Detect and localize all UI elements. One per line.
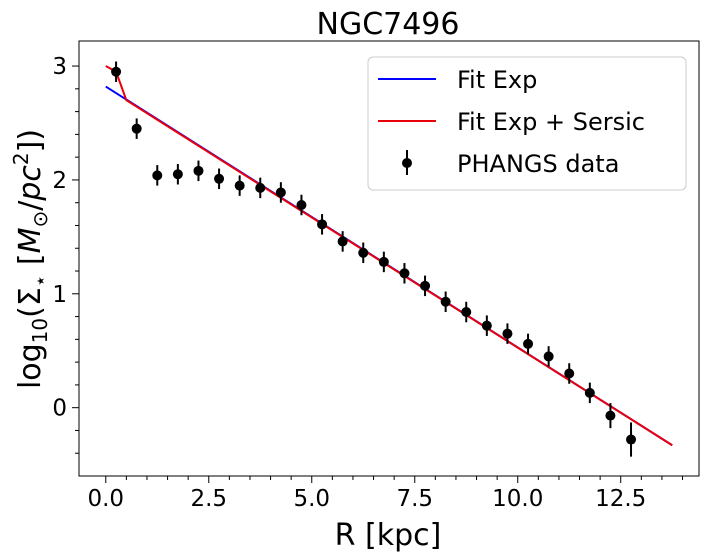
data-point (255, 182, 266, 193)
chart-title: NGC7496 (317, 7, 460, 42)
data-point (605, 410, 616, 421)
data-point (543, 351, 554, 362)
series-lines (105, 65, 673, 447)
x-tick-label: 12.5 (595, 486, 646, 512)
data-point (584, 387, 595, 398)
plot-frame (78, 40, 700, 477)
data-point (234, 180, 245, 191)
data-point (111, 66, 122, 77)
data-point (131, 123, 142, 134)
legend-box (367, 56, 687, 191)
data-point (275, 187, 286, 198)
legend-fit-exp-label: Fit Exp (457, 66, 537, 94)
data-point (152, 170, 163, 181)
data-point (296, 199, 307, 210)
data-point (502, 328, 513, 339)
legend: Fit Exp Fit Exp + Sersic PHANGS data (367, 56, 687, 191)
y-tick-label: 3 (52, 54, 67, 80)
data-point (523, 338, 534, 349)
data-point (378, 256, 389, 267)
y-tick-label: 0 (52, 396, 67, 422)
x-axis-label: R [kpc] (335, 518, 442, 553)
data-point (172, 169, 183, 180)
x-tick-label: 7.5 (396, 486, 433, 512)
data-point (564, 368, 575, 379)
data-point (317, 219, 328, 230)
y-tick-label: 1 (52, 282, 67, 308)
axis-ticks: 0.0 2.5 5.0 7.5 10.0 12.5 0 1 2 3 (52, 54, 684, 512)
data-point (214, 173, 225, 184)
y-axis-label: log10(Σ⋆ [M⊙/pc2]) (9, 129, 52, 389)
x-tick-label: 2.5 (190, 486, 227, 512)
data-point (337, 236, 348, 247)
x-tick-label: 10.0 (492, 486, 543, 512)
legend-fit-sersic-label: Fit Exp + Sersic (457, 108, 645, 136)
legend-phangs-label: PHANGS data (457, 150, 619, 178)
data-point (461, 307, 472, 318)
data-point (193, 165, 204, 176)
data-point (481, 320, 492, 331)
data-point (399, 268, 410, 279)
svg-text:log10(Σ⋆ [M⊙/pc2]): log10(Σ⋆ [M⊙/pc2]) (9, 129, 52, 389)
x-tick-label: 5.0 (293, 486, 330, 512)
data-point (626, 434, 637, 445)
legend-phangs-marker (402, 158, 412, 168)
data-point (358, 247, 369, 258)
fit-exp-sersic-line (105, 65, 673, 447)
x-tick-label: 0.0 (87, 486, 124, 512)
series-points (111, 61, 637, 457)
y-tick-label: 2 (52, 168, 67, 194)
data-point (440, 296, 451, 307)
data-point (420, 280, 431, 291)
